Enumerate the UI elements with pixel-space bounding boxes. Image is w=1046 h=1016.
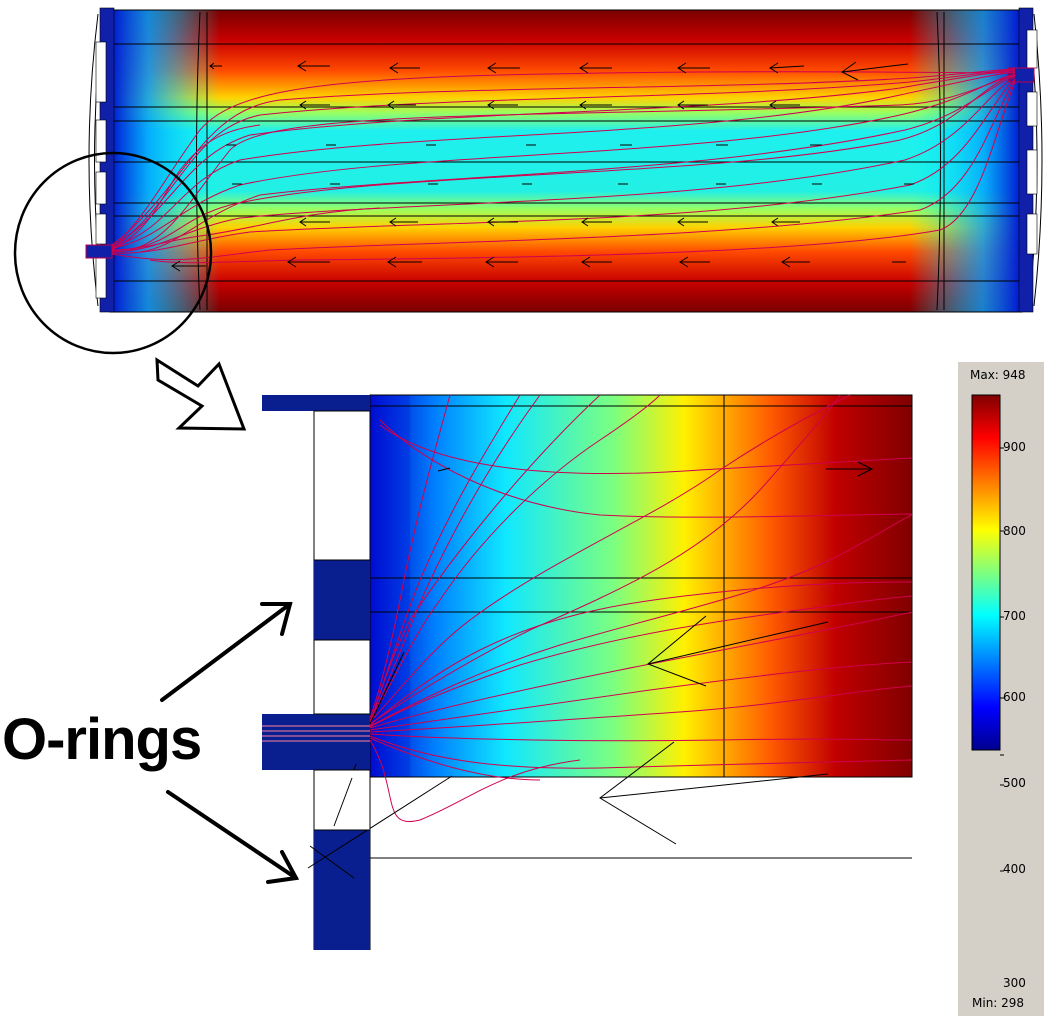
colorbar-tick-300: 300 xyxy=(1003,976,1026,990)
colorbar-tick-500: 500 xyxy=(1003,776,1026,790)
overview-streamlines xyxy=(111,68,1016,264)
o-ring-pointer-arrows xyxy=(160,602,300,884)
colorbar-tick-900: 900 xyxy=(1003,440,1026,454)
o-rings-label: O-rings xyxy=(2,707,202,772)
zoom-region-circle xyxy=(13,151,213,355)
zoom-arrow-icon xyxy=(155,357,247,431)
detail-velocity-arrows xyxy=(307,461,874,879)
colorbar-tick-800: 800 xyxy=(1003,524,1026,538)
colorbar-tick-700: 700 xyxy=(1003,609,1026,623)
colorbar-tick-600: 600 xyxy=(1003,690,1026,704)
detail-streamlines xyxy=(369,394,913,822)
colorbar-ticks xyxy=(1000,447,1004,872)
arrow-row-bottom xyxy=(171,256,906,272)
mesh-lines xyxy=(110,11,1022,311)
colorbar xyxy=(958,362,1044,1016)
right-end-cap xyxy=(1007,7,1043,313)
left-end-cap xyxy=(85,7,115,313)
o-ring-upper xyxy=(314,560,370,640)
o-ring-lower xyxy=(314,830,370,950)
colorbar-tick-400: 400 xyxy=(1003,862,1026,876)
arrow-row-center xyxy=(226,144,914,185)
inlet-tube xyxy=(262,714,370,770)
inlet-lines xyxy=(262,725,370,742)
arrow-row-4 xyxy=(299,217,800,227)
zoomed-detail xyxy=(262,394,913,950)
arrow-row-top xyxy=(209,60,909,81)
top-seal-block xyxy=(262,395,370,411)
arrow-row-2 xyxy=(299,100,800,110)
colorbar-max-label: Max: 948 xyxy=(970,368,1026,382)
overview-cylinder xyxy=(85,7,1043,313)
colorbar-min-label: Min: 298 xyxy=(972,996,1025,1010)
overview-velocity-arrows xyxy=(171,60,914,272)
